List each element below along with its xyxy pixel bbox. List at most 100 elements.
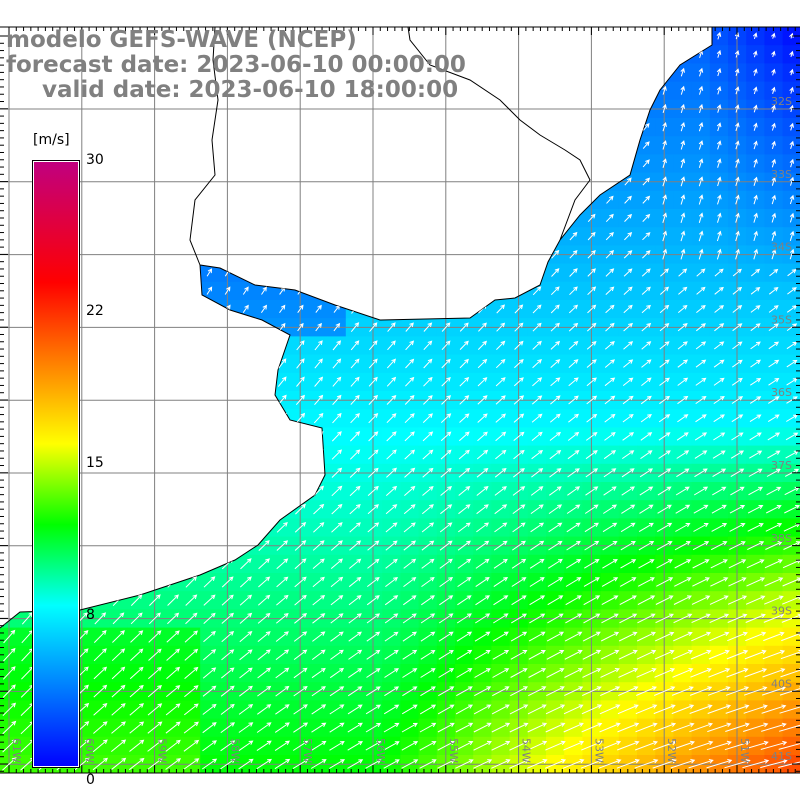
wind-arrow [351, 285, 359, 296]
wind-arrow [261, 232, 267, 240]
wind-arrow [545, 722, 566, 733]
wind-arrow [348, 595, 362, 606]
wind-arrow [438, 649, 454, 660]
wind-arrow [334, 141, 339, 149]
speed-cell [418, 227, 438, 246]
colorbar-gradient [32, 160, 80, 768]
wind-arrow [313, 522, 325, 533]
speed-cell [163, 263, 183, 283]
lat-label: 34S [771, 241, 792, 254]
wind-arrow [527, 722, 548, 733]
speed-cell [655, 773, 674, 792]
wind-arrow [496, 322, 506, 332]
wind-speed-field [0, 27, 800, 792]
wind-arrow [402, 631, 417, 642]
wind-arrow [207, 141, 212, 149]
wind-arrow [243, 213, 249, 222]
speed-cell [564, 209, 583, 228]
lat-label: 32S [771, 95, 792, 108]
wind-arrow [134, 195, 139, 204]
wind-arrow [166, 666, 181, 680]
wind-arrow [113, 521, 124, 534]
speed-cell [218, 773, 237, 792]
wind-arrow [654, 668, 676, 678]
speed-cell [91, 354, 110, 374]
wind-arrow [333, 286, 340, 295]
wind-arrow [587, 213, 596, 223]
wind-arrow [727, 631, 748, 642]
wind-arrow [316, 123, 321, 131]
wind-arrow [550, 395, 561, 405]
wind-arrow [767, 450, 781, 459]
wind-arrow [585, 468, 599, 478]
wind-arrow [422, 431, 434, 442]
wind-arrow [330, 613, 344, 624]
wind-arrow [461, 158, 468, 168]
speed-cell [182, 136, 201, 155]
speed-cell [200, 154, 219, 174]
wind-arrow [567, 468, 580, 478]
wind-arrow [497, 68, 504, 77]
wind-arrow [713, 432, 726, 441]
wind-arrow [330, 558, 343, 569]
wind-arrow [348, 558, 362, 569]
wind-arrow [768, 323, 779, 332]
speed-cell [273, 773, 292, 792]
speed-cell [182, 482, 201, 501]
wind-arrow [473, 759, 493, 769]
wind-arrow [189, 159, 194, 167]
wind-arrow [494, 504, 508, 515]
wind-arrow [530, 540, 545, 551]
wind-arrow [641, 286, 651, 295]
wind-arrow [732, 286, 743, 295]
speed-cell [455, 773, 474, 792]
wind-arrow [494, 486, 507, 496]
wind-arrow [698, 103, 704, 114]
wind-arrow [497, 140, 504, 150]
wind-arrow [93, 777, 108, 788]
wind-arrow [639, 468, 653, 478]
wind-arrow [677, 359, 689, 368]
wind-arrow [460, 213, 468, 223]
wind-arrow [385, 576, 399, 587]
lon-label: 52W [665, 738, 678, 763]
wind-arrow [618, 649, 638, 660]
wind-arrow [509, 778, 528, 787]
wind-arrow [332, 412, 342, 424]
wind-arrow [221, 594, 234, 606]
speed-cell [418, 263, 438, 283]
wind-arrow [93, 648, 107, 662]
wind-arrow [789, 86, 794, 94]
wind-arrow [623, 286, 633, 295]
wind-arrow [95, 484, 105, 497]
speed-cell [236, 227, 256, 246]
speed-cell [600, 154, 620, 174]
wind-arrow [166, 630, 180, 643]
wind-arrow [296, 340, 305, 351]
speed-cell [236, 263, 256, 283]
wind-arrow [750, 323, 761, 332]
wind-arrow [166, 648, 180, 661]
speed-cell [491, 45, 511, 64]
speed-cell [163, 554, 183, 574]
wind-arrow [653, 722, 677, 733]
wind-arrow [732, 268, 742, 277]
wind-arrow [742, 778, 769, 786]
wind-arrow [479, 68, 485, 77]
wind-arrow [405, 267, 414, 278]
wind-arrow [316, 159, 321, 167]
wind-arrow [480, 32, 485, 40]
speed-cell [345, 209, 365, 228]
wind-arrow [348, 668, 363, 679]
wind-arrow [748, 486, 764, 496]
wind-arrow [727, 613, 748, 623]
wind-arrow [570, 122, 577, 131]
wind-arrow [133, 286, 140, 295]
speed-cell [163, 227, 183, 246]
wind-arrow [497, 159, 504, 168]
wind-arrow [95, 430, 105, 442]
wind-arrow [730, 486, 745, 496]
wind-arrow [316, 195, 321, 204]
wind-arrow [533, 159, 541, 168]
wind-arrow [366, 649, 381, 660]
